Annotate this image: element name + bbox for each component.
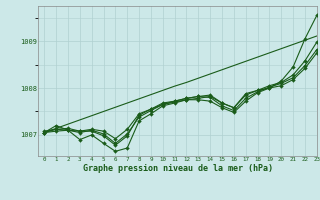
X-axis label: Graphe pression niveau de la mer (hPa): Graphe pression niveau de la mer (hPa) — [83, 164, 273, 173]
